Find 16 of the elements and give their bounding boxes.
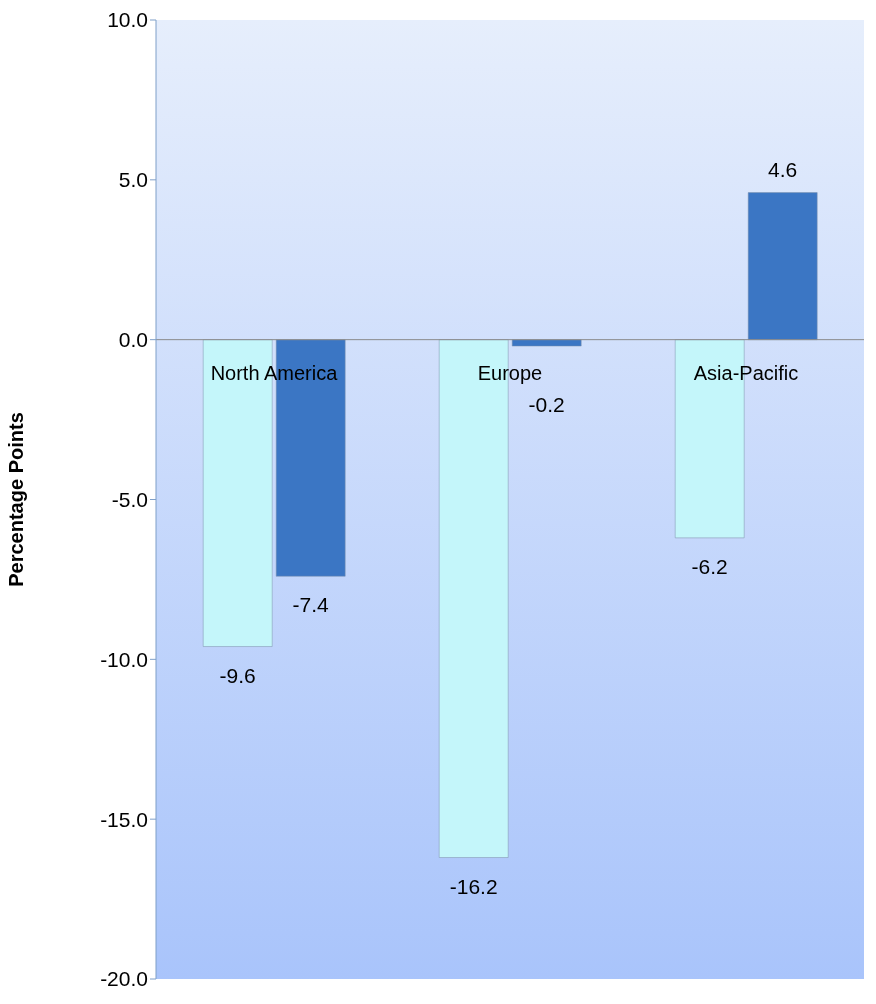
y-tick-label: -5.0 [111, 487, 148, 511]
y-tick-label: 10.0 [107, 8, 148, 32]
data-label: 4.6 [768, 157, 798, 181]
x-tick-label: Asia-Pacific [693, 361, 799, 384]
data-label: -16.2 [449, 874, 498, 898]
x-tick-label: Europe [477, 361, 543, 384]
y-axis-title: Percentage Points [5, 412, 28, 587]
y-tick-label: -15.0 [100, 807, 148, 831]
data-label: -0.2 [528, 392, 565, 416]
data-label: -7.4 [292, 593, 330, 617]
y-tick-label: -20.0 [100, 967, 148, 991]
data-label: -6.2 [691, 554, 728, 578]
y-tick-label: 5.0 [118, 168, 148, 192]
y-tick-label: -10.0 [100, 647, 148, 671]
y-tick-label: 0.0 [118, 328, 148, 352]
data-label: -9.6 [219, 663, 256, 687]
